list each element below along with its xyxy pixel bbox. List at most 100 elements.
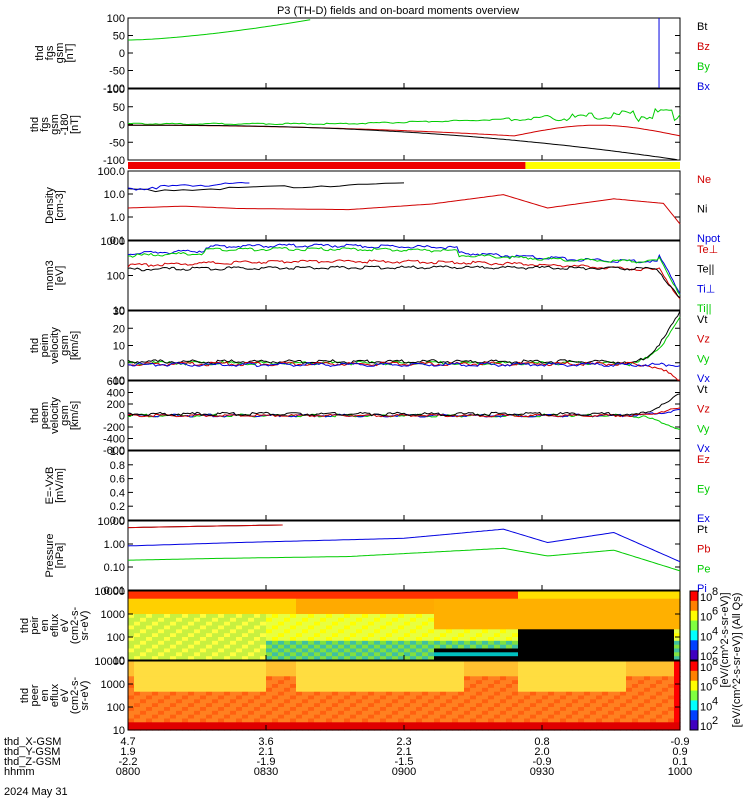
ion-spectrogram-cell	[404, 594, 411, 600]
electron-spectrogram-cell	[200, 684, 207, 689]
ion-spectrogram-cell	[506, 614, 513, 619]
electron-spectrogram-cell	[656, 722, 663, 727]
ion-spectrogram-cell	[440, 652, 447, 657]
ion-spectrogram-cell	[404, 602, 411, 607]
electron-spectrogram-cell	[428, 699, 435, 704]
colorbar-tick-exponent: 2	[712, 715, 718, 727]
ion-spectrogram-cell	[674, 629, 681, 634]
ion-spectrogram-cell	[140, 610, 147, 615]
electron-spectrogram-cell	[206, 726, 213, 731]
y-axis-label: [mV/m]	[54, 468, 66, 503]
electron-spectrogram-cell	[380, 703, 387, 708]
ion-spectrogram-cell	[590, 610, 597, 615]
electron-spectrogram-cell	[398, 722, 405, 727]
ion-spectrogram-cell	[296, 633, 303, 638]
electron-spectrogram-cell	[254, 703, 261, 708]
electron-spectrogram-cell	[296, 672, 303, 677]
ion-spectrogram-cell	[194, 617, 201, 623]
electron-spectrogram-cell	[362, 710, 369, 716]
ion-spectrogram-cell	[626, 610, 633, 615]
electron-spectrogram-cell	[632, 672, 639, 677]
electron-spectrogram-cell	[584, 703, 591, 708]
ion-spectrogram-cell	[224, 633, 231, 638]
electron-spectrogram-cell	[146, 714, 153, 720]
ion-spectrogram-cell	[170, 656, 177, 661]
electron-spectrogram-cell	[164, 676, 171, 681]
legend-entry: Vy	[697, 423, 710, 435]
electron-spectrogram-cell	[416, 707, 423, 712]
ion-spectrogram-cell	[170, 644, 177, 650]
electron-spectrogram-cell	[410, 707, 417, 712]
electron-spectrogram-cell	[470, 684, 477, 689]
ion-spectrogram-cell	[386, 629, 393, 634]
ion-spectrogram-cell	[272, 606, 279, 611]
ion-spectrogram-cell	[230, 594, 237, 600]
electron-spectrogram-cell	[158, 726, 165, 731]
electron-spectrogram-cell	[212, 676, 219, 681]
electron-spectrogram-cell	[674, 676, 681, 681]
electron-spectrogram-cell	[188, 691, 195, 697]
ion-spectrogram-cell	[668, 644, 675, 650]
y-axis-label: mom3	[44, 260, 56, 291]
ion-spectrogram-cell	[548, 606, 555, 611]
electron-spectrogram-cell	[326, 722, 333, 727]
ion-spectrogram-cell	[188, 644, 195, 650]
electron-spectrogram-cell	[254, 722, 261, 727]
electron-spectrogram-cell	[272, 684, 279, 689]
electron-spectrogram-cell	[158, 687, 165, 693]
ion-spectrogram-cell	[518, 637, 525, 642]
electron-spectrogram-cell	[500, 664, 507, 670]
ion-spectrogram-cell	[128, 648, 135, 653]
ion-spectrogram-cell	[368, 637, 375, 642]
ion-spectrogram-cell	[464, 610, 471, 615]
ion-spectrogram-cell	[380, 598, 387, 604]
electron-spectrogram-cell	[350, 695, 357, 700]
electron-spectrogram-cell	[176, 687, 183, 693]
electron-spectrogram-cell	[404, 661, 411, 666]
electron-spectrogram-cell	[338, 699, 345, 704]
ion-spectrogram-cell	[416, 621, 423, 627]
electron-spectrogram-cell	[476, 718, 483, 723]
ion-spectrogram-cell	[458, 633, 465, 638]
electron-spectrogram-cell	[284, 691, 291, 697]
ion-spectrogram-cell	[338, 602, 345, 607]
electron-spectrogram-cell	[158, 668, 165, 674]
ion-spectrogram-cell	[374, 633, 381, 638]
electron-spectrogram-cell	[230, 661, 237, 666]
ion-spectrogram-cell	[626, 652, 633, 657]
electron-spectrogram-cell	[542, 707, 549, 712]
electron-spectrogram-cell	[374, 722, 381, 727]
electron-spectrogram-cell	[164, 726, 171, 731]
ion-spectrogram-cell	[212, 637, 219, 642]
y-axis-label: (cm2-s-	[69, 607, 81, 645]
electron-spectrogram-cell	[632, 676, 639, 681]
electron-spectrogram-cell	[422, 687, 429, 693]
electron-spectrogram-cell	[146, 684, 153, 689]
ion-spectrogram-cell	[500, 625, 507, 630]
electron-spectrogram-cell	[362, 714, 369, 720]
ion-spectrogram-cell	[656, 614, 663, 619]
electron-spectrogram-cell	[674, 664, 681, 670]
electron-spectrogram-cell	[284, 672, 291, 677]
electron-spectrogram-cell	[584, 699, 591, 704]
ion-spectrogram-cell	[632, 614, 639, 619]
ion-spectrogram-cell	[638, 625, 645, 630]
ion-spectrogram-cell	[302, 625, 309, 630]
electron-spectrogram-cell	[464, 680, 471, 685]
electron-spectrogram-cell	[344, 687, 351, 693]
ion-spectrogram-cell	[338, 656, 345, 661]
electron-spectrogram-cell	[350, 691, 357, 697]
ion-spectrogram-cell	[548, 598, 555, 604]
ion-spectrogram-cell	[320, 606, 327, 611]
electron-spectrogram-cell	[320, 664, 327, 670]
electron-spectrogram-cell	[566, 664, 573, 670]
ion-spectrogram-cell	[290, 648, 297, 653]
ion-spectrogram-cell	[386, 610, 393, 615]
ion-spectrogram-cell	[140, 656, 147, 661]
electron-spectrogram-cell	[650, 664, 657, 670]
electron-spectrogram-cell	[674, 680, 681, 685]
electron-spectrogram-cell	[290, 672, 297, 677]
ion-spectrogram-cell	[494, 598, 501, 604]
electron-spectrogram-cell	[506, 687, 513, 693]
ion-spectrogram-cell	[542, 617, 549, 623]
